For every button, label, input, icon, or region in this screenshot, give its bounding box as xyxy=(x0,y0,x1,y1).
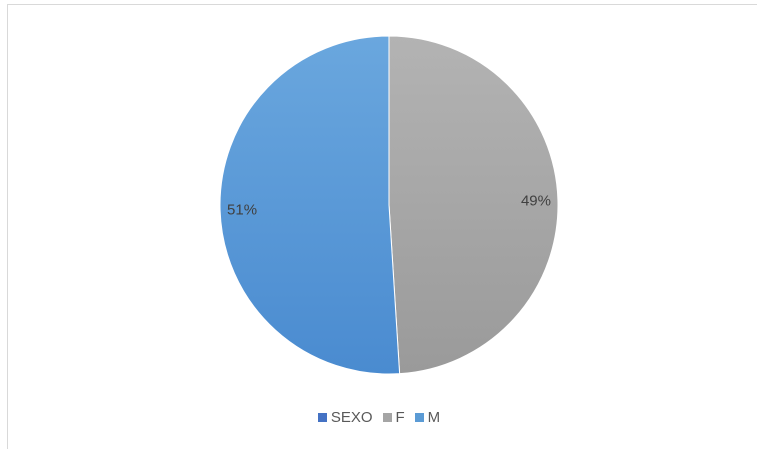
legend-item-sexo: SEXO xyxy=(317,409,373,426)
legend-swatch xyxy=(382,413,392,422)
legend-item-m: M xyxy=(414,409,441,426)
chart-legend: SEXO F M xyxy=(0,409,758,426)
legend-swatch xyxy=(317,413,327,422)
legend-swatch xyxy=(414,413,424,422)
pie-slice-m xyxy=(219,35,401,375)
data-label-f: 49% xyxy=(521,192,551,209)
data-label-m: 51% xyxy=(227,202,257,219)
legend-label: F xyxy=(395,409,405,426)
legend-item-f: F xyxy=(382,409,405,426)
legend-label: M xyxy=(427,409,441,426)
legend-label: SEXO xyxy=(330,409,373,426)
pie-slice-f xyxy=(388,35,559,375)
